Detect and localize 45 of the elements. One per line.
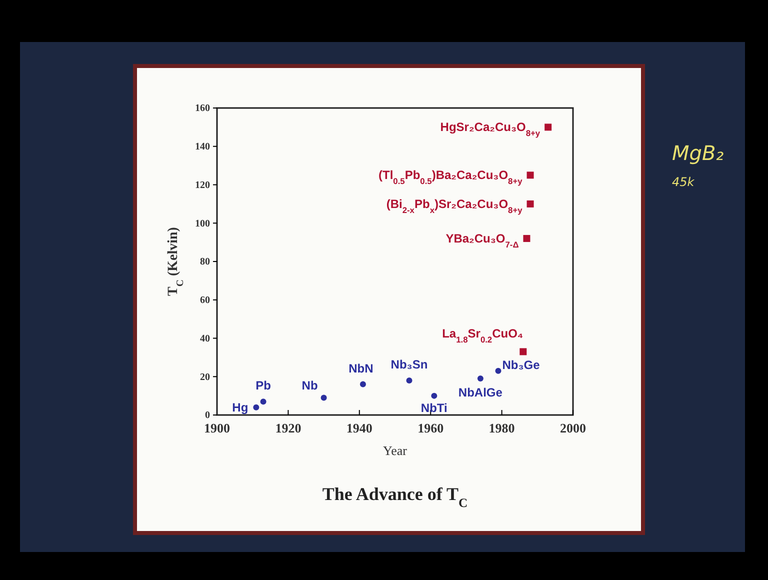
x-tick-label: 1900: [204, 420, 230, 436]
y-tick-label: 60: [200, 295, 210, 306]
y-tick-label: 140: [195, 142, 210, 153]
x-tick-label: 1980: [488, 420, 515, 436]
point: [495, 368, 502, 374]
text: The Advance of T$_{C}$: [322, 484, 468, 510]
y-tick-label: 160: [195, 103, 210, 114]
point: [260, 398, 266, 405]
y-tick-label: 100: [195, 218, 210, 230]
annotation: (Bi$_{2-x}$Pb$_{x}$)Sr₂Ca₂Cu₃O$_{8+y}$: [386, 196, 523, 215]
annotation: NbN: [348, 361, 374, 376]
y-tick-label: 80: [200, 256, 210, 268]
annotation: Nb₃Ge: [502, 358, 540, 372]
x-tick-label: 1960: [418, 420, 444, 436]
text: MgB₂: [672, 141, 724, 165]
point: [520, 348, 527, 356]
annotation: Pb: [256, 378, 271, 393]
x-axis-title: Year: [383, 443, 408, 458]
annotation: Hg: [232, 400, 248, 414]
point: [253, 404, 260, 410]
y-tick-label: 20: [200, 372, 210, 383]
x-tick-label: 1940: [346, 420, 372, 436]
point: [544, 124, 552, 131]
annotation: YBa₂Cu₃O$_{7-Δ}$: [446, 231, 519, 250]
point: [406, 377, 412, 384]
annotation: Nb₃Sn: [390, 357, 428, 372]
point: [526, 200, 534, 208]
point: [523, 234, 530, 242]
point: [360, 381, 366, 388]
y-tick-label: 0: [205, 410, 210, 422]
annotation: La$_{1.8}$Sr$_{0.2}$CuO₄: [442, 326, 524, 345]
annotation: Nb: [302, 378, 318, 393]
annotation: HgSr₂Ca₂Cu₃O$_{8+y}$: [440, 120, 540, 138]
x-tick-label: 1920: [275, 420, 302, 436]
point: [431, 392, 438, 399]
x-tick-label: 2000: [560, 420, 586, 436]
annotation: NbTi: [420, 400, 448, 415]
annotation: NbAlGe: [458, 386, 503, 400]
point: [477, 376, 484, 382]
y-tick-label: 40: [200, 333, 210, 344]
point: [320, 394, 327, 401]
point: [526, 172, 534, 179]
annotation: (Tl$_{0.5}$Pb$_{0.5}$)Ba₂Ca₂Cu₃O$_{8+y}$: [378, 168, 523, 186]
y-tick-label: 120: [195, 180, 210, 191]
text: 45k: [672, 175, 696, 189]
